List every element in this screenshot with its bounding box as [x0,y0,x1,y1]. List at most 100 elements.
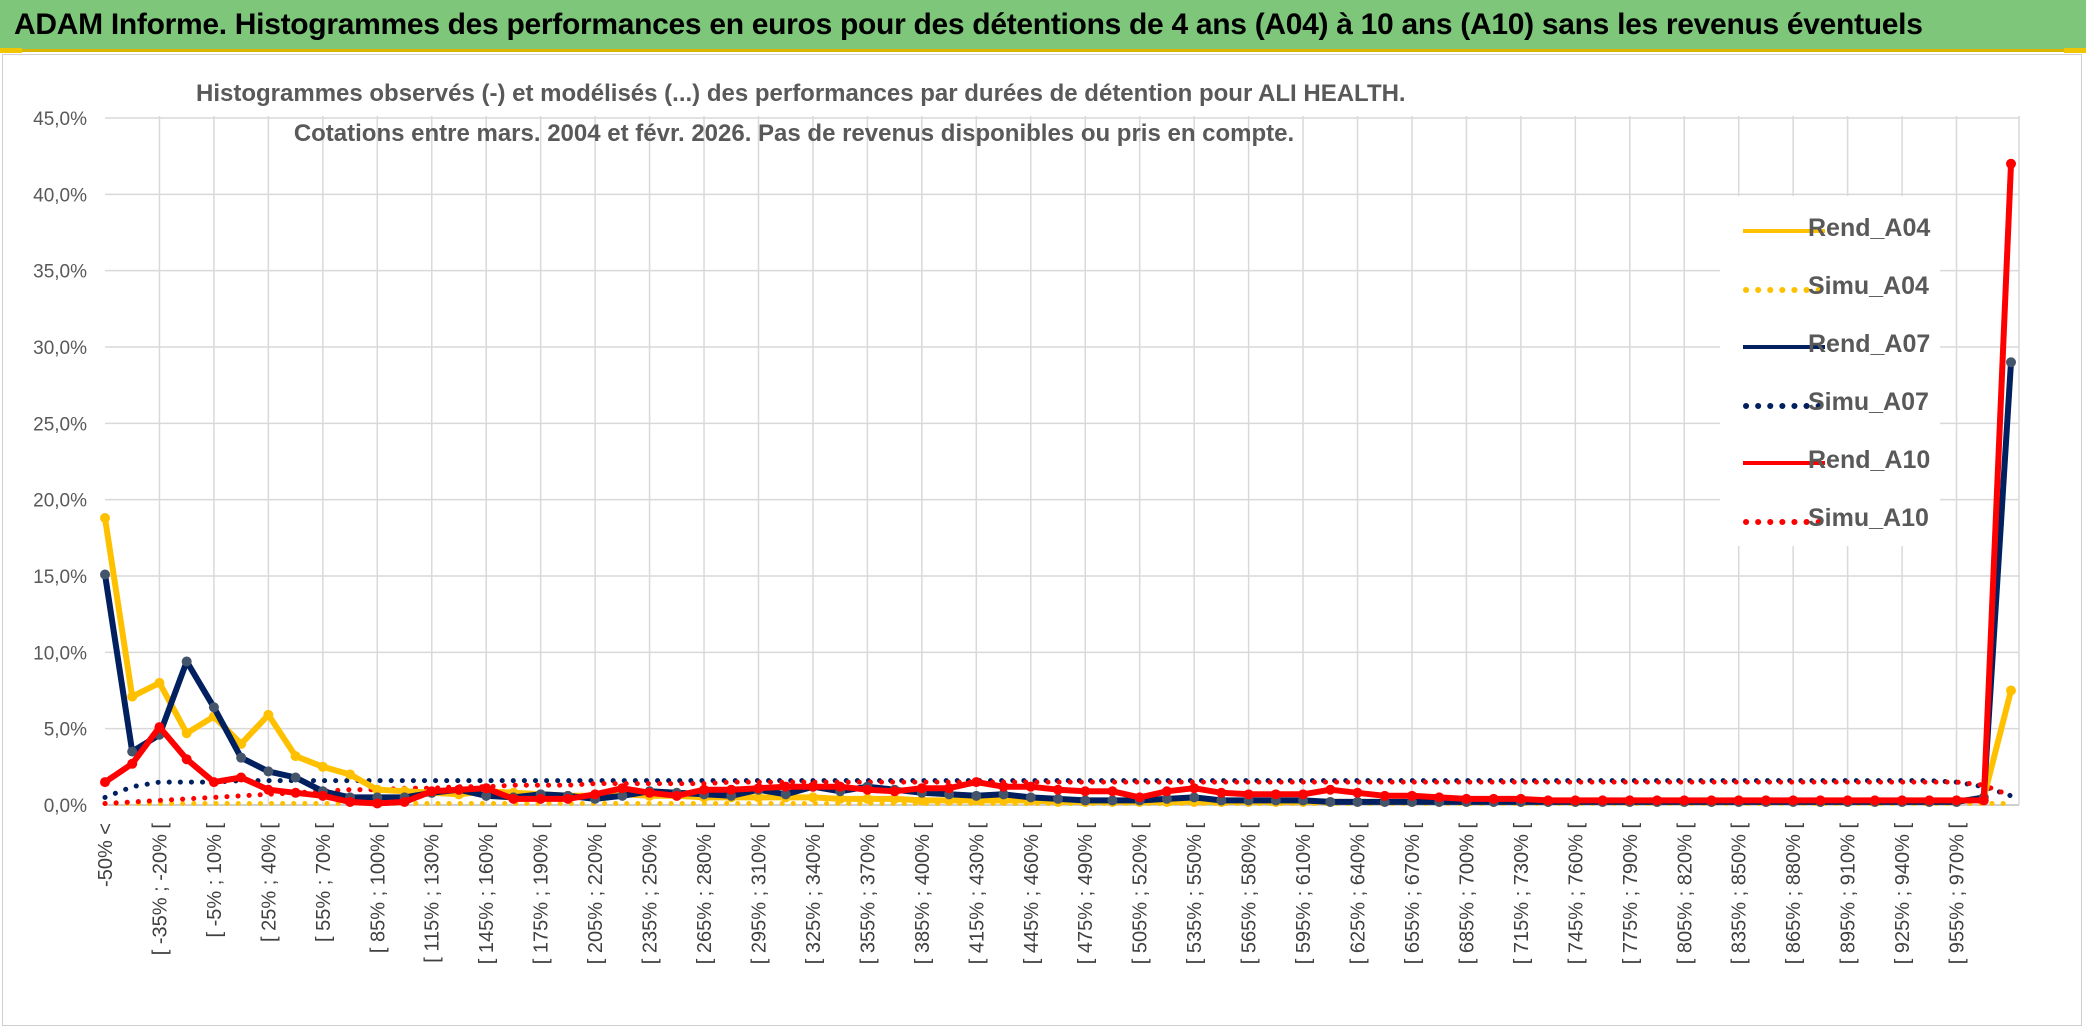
data-point-rend-a10 [590,789,601,800]
data-point-rend-a10 [426,786,437,797]
legend-item-simu-a04: Simu_A04 [1720,268,1940,308]
legend-label: Simu_A04 [1808,272,1929,300]
data-point-rend-a10 [671,790,682,801]
x-tick-label: [ -5% ; 10% [ [204,823,226,938]
data-point-rend-a10 [453,784,464,795]
data-point-rend-a10 [1815,795,1826,806]
data-point-rend-a10 [100,777,110,788]
x-axis-ticks: -50% < [ -35% ; -20% [[ -5% ; 10% [[ 25% … [95,823,1969,965]
data-point-rend-a07 [1080,795,1091,806]
x-tick-label: [ 925% ; 940% [ [1892,823,1914,965]
data-point-rend-a10 [835,781,846,792]
x-tick-label: [ 535% ; 550% [ [1184,823,1206,965]
data-point-rend-a10 [1597,795,1608,806]
y-tick-label: 40,0% [33,185,87,206]
x-tick-label: [ 145% ; 160% [ [476,823,498,965]
data-point-rend-a04 [263,709,274,720]
data-point-rend-a10 [181,754,192,765]
data-point-rend-a10 [1379,790,1390,801]
data-point-rend-a10 [944,783,955,794]
data-point-rend-a04 [236,738,247,749]
legend-swatch-rend-a07 [1743,345,1825,349]
x-tick-label: [ 625% ; 640% [ [1348,823,1370,965]
x-tick-label: [ 955% ; 970% [ [1947,823,1969,965]
data-point-rend-a04 [372,784,383,795]
legend-swatch-simu-a04 [1743,287,1825,293]
report-banner: ADAM Informe. Histogrammes des performan… [0,0,2086,52]
x-tick-label: [ 565% ; 580% [ [1239,823,1261,965]
data-point-rend-a07 [263,766,274,777]
data-point-rend-a10 [1788,795,1799,806]
data-point-rend-a10 [127,758,138,769]
data-point-rend-a10 [807,781,818,792]
data-point-rend-a10 [562,793,573,804]
data-point-rend-a10 [345,796,356,807]
data-point-rend-a10 [1488,793,1499,804]
series-line-rend-a04 [102,517,2014,805]
data-point-rend-a10 [1679,795,1690,806]
data-point-rend-a10 [1869,795,1880,806]
data-point-rend-a10 [535,793,546,804]
y-axis-ticks: 0,0% 5,0% 10,0% 15,0% 20,0% 25,0% 30,0% 35,0% 40… [33,109,87,817]
legend-item-rend-a07: Rend_A07 [1720,326,1940,366]
data-point-rend-a07 [127,746,138,757]
data-point-rend-a10 [372,798,383,809]
data-point-rend-a10 [889,786,900,797]
x-tick-label: [ 175% ; 190% [ [531,823,553,965]
data-point-rend-a04 [807,792,818,803]
data-point-rend-a10 [1107,786,1118,797]
data-point-rend-a10 [236,772,247,783]
data-point-rend-a10 [1706,795,1717,806]
y-tick-label: 25,0% [33,414,87,435]
data-point-rend-a04 [154,677,165,688]
legend-item-rend-a04: Rend_A04 [1720,210,1940,250]
data-point-rend-a10 [1216,787,1227,798]
data-point-rend-a10 [317,790,328,801]
data-point-rend-a10 [1515,793,1526,804]
data-point-rend-a07 [1325,796,1336,807]
data-point-rend-a04 [753,792,764,803]
data-point-rend-a10 [862,784,873,795]
data-point-rend-a10 [1461,793,1472,804]
data-point-rend-a10 [998,781,1009,792]
x-tick-label: [ 415% ; 430% [ [966,823,988,965]
data-point-rend-a04 [916,795,927,806]
data-point-rend-a04 [127,691,138,702]
x-tick-label: [ 655% ; 670% [ [1402,823,1424,965]
data-point-rend-a10 [1570,795,1581,806]
series-line-simu-a10 [102,779,2014,806]
chart-series [100,158,2016,809]
x-tick-label: [ 505% ; 520% [ [1130,823,1152,965]
legend-item-simu-a07: Simu_A07 [1720,384,1940,424]
x-tick-label: [ 205% ; 220% [ [585,823,607,965]
data-point-rend-a07 [998,789,1009,800]
x-tick-label: [ -35% ; -20% [ [149,823,171,956]
data-point-rend-a10 [726,784,737,795]
y-tick-label: 10,0% [33,643,87,664]
chart-title: Histogrammes observés (-) et modélisés (… [196,80,1406,108]
data-point-rend-a10 [1434,792,1445,803]
data-point-rend-a07 [181,656,192,667]
data-point-rend-a10 [1624,795,1635,806]
data-point-rend-a10 [1025,781,1036,792]
data-point-rend-a04 [889,793,900,804]
data-point-rend-a10 [154,722,165,733]
data-point-rend-a04 [100,512,110,523]
data-point-rend-a10 [916,783,927,794]
legend-label: Simu_A10 [1808,504,1929,532]
data-point-rend-a10 [1897,795,1908,806]
data-point-rend-a07 [236,752,247,763]
data-point-rend-a04 [862,793,873,804]
data-point-rend-a10 [1161,786,1172,797]
legend-label: Rend_A07 [1808,330,1931,358]
data-point-rend-a10 [508,793,519,804]
x-tick-label: [ 445% ; 460% [ [1021,823,1043,965]
legend-swatch-rend-a04 [1743,229,1825,233]
data-point-rend-a07 [100,569,110,580]
report-title: ADAM Informe. Histogrammes des performan… [14,8,1923,41]
data-point-rend-a10 [1080,786,1091,797]
data-point-rend-a10 [1270,789,1281,800]
data-point-rend-a10 [1053,784,1063,795]
data-point-rend-a10 [1760,795,1771,806]
legend-label: Simu_A07 [1808,388,1929,416]
